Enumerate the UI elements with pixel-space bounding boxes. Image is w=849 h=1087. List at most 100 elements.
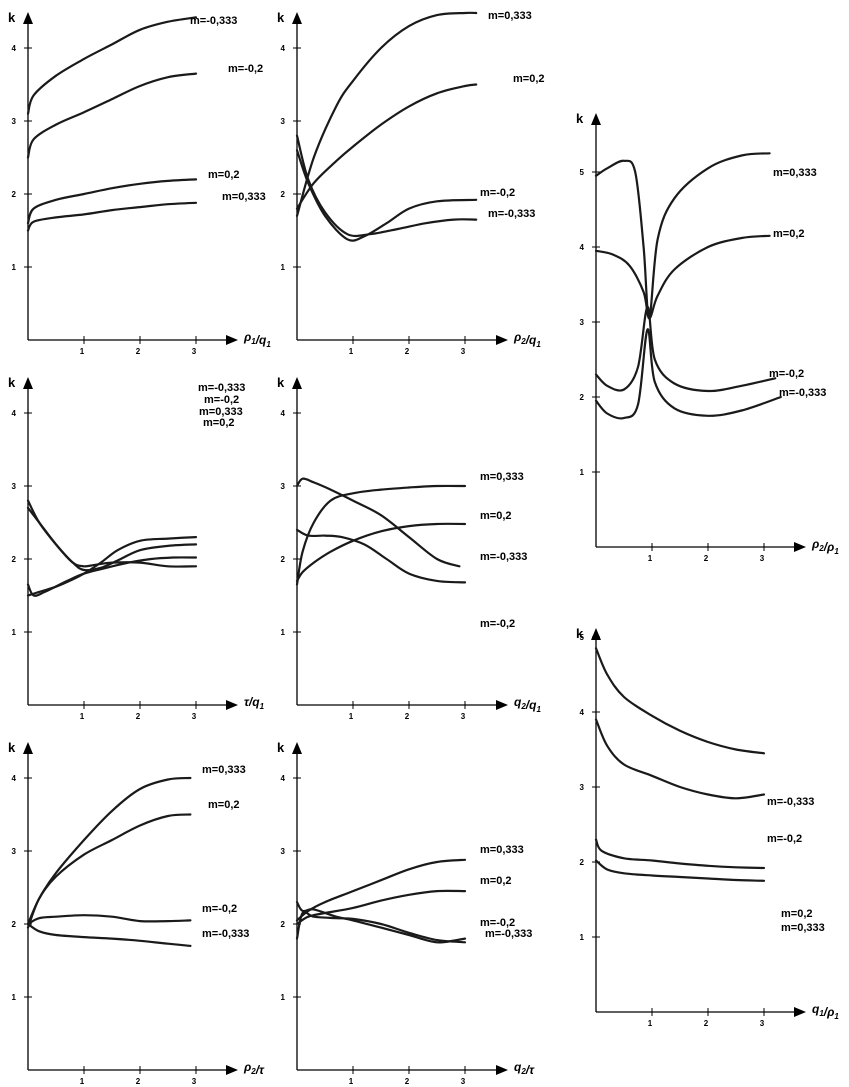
y-axis-label: k [277, 375, 285, 390]
y-tick-label: 5 [580, 633, 585, 642]
series-label: m=0,2 [203, 417, 235, 429]
x-tick-label: 2 [704, 554, 709, 563]
y-tick-label: 1 [12, 993, 17, 1002]
series-label: m=0,2 [208, 799, 240, 811]
series-label: m=-0,333 [488, 208, 535, 220]
y-axis-label: k [8, 375, 16, 390]
x-axis-arrow-icon [496, 335, 508, 345]
x-axis-label: ρ2/q1 [513, 330, 541, 349]
y-tick-label: 1 [281, 628, 286, 637]
chart-panel: k 1 2 3 4 1 2 3 q2/q1 m=0,333 m=0,2 m=-0,333 m=-0,2 [277, 375, 541, 721]
series-label: m=0,2 [513, 73, 545, 85]
y-tick-label: 2 [281, 920, 286, 929]
series-line [26, 536, 198, 597]
series-label: m=0,2 [781, 908, 813, 920]
series-label: m=-0,2 [480, 618, 515, 630]
x-tick-label: 3 [461, 1077, 466, 1086]
y-axis-arrow-icon [292, 742, 302, 754]
y-tick-label: 1 [12, 263, 17, 272]
y-tick-label: 1 [281, 993, 286, 1002]
y-axis-label: k [576, 111, 584, 126]
y-axis-arrow-icon [591, 113, 601, 125]
x-axis-label: τ/q1 [244, 695, 265, 711]
y-tick-label: 4 [281, 409, 286, 418]
series-line [26, 556, 198, 597]
x-tick-label: 3 [192, 347, 197, 356]
series-label: m=-0,333 [779, 387, 826, 399]
y-tick-label: 3 [580, 318, 585, 327]
x-tick-label: 1 [349, 1077, 354, 1086]
series-label: m=-0,333 [767, 796, 814, 808]
series-line [295, 910, 467, 944]
x-tick-label: 1 [80, 1077, 85, 1086]
y-tick-label: 3 [12, 117, 17, 126]
series-line [594, 859, 766, 882]
x-tick-label: 1 [80, 712, 85, 721]
y-axis-arrow-icon [23, 377, 33, 389]
y-tick-label: 1 [580, 468, 585, 477]
series-line [594, 647, 766, 755]
series-line [594, 328, 782, 420]
series-line [26, 499, 198, 572]
y-tick-label: 2 [12, 555, 17, 564]
y-tick-label: 4 [281, 774, 286, 783]
series-label: m=-0,2 [228, 63, 263, 75]
x-axis-arrow-icon [226, 700, 238, 710]
chart-panel: k 1 2 3 4 5 1 2 3 ρ2/ρ1 m=0,333 m=0,2 m=-0,2 m=-0,333 [576, 111, 839, 563]
x-axis-label: ρ2/τ [243, 1060, 265, 1077]
series-line [26, 813, 192, 929]
x-axis-arrow-icon [226, 1065, 238, 1075]
y-axis-arrow-icon [23, 12, 33, 24]
series-line [594, 152, 771, 320]
y-axis-label: k [277, 10, 285, 25]
series-label: m=0,2 [208, 169, 240, 181]
y-tick-label: 3 [12, 482, 17, 491]
chart-panel: k 1 2 3 4 1 2 3 ρ2/τ m=0,333 m=0,2 m=-0,2 m=-0,333 [8, 740, 265, 1086]
y-axis-arrow-icon [591, 628, 601, 640]
series-line [295, 83, 478, 210]
series-label: m=-0,333 [198, 382, 245, 394]
y-tick-label: 3 [281, 117, 286, 126]
series-label: m=-0,2 [769, 368, 804, 380]
x-axis-arrow-icon [794, 542, 806, 552]
x-tick-label: 3 [760, 1019, 765, 1028]
y-tick-label: 4 [580, 243, 585, 252]
x-axis-label: q2/τ [514, 1060, 535, 1077]
y-axis-label: k [8, 740, 16, 755]
series-line [594, 234, 771, 320]
series-label: m=-0,333 [202, 928, 249, 940]
series-label: m=0,333 [222, 191, 266, 203]
series-line [295, 522, 467, 582]
series-label: m=0,333 [480, 471, 524, 483]
x-axis-label: ρ2/ρ1 [811, 537, 839, 556]
y-tick-label: 2 [580, 393, 585, 402]
series-line [295, 528, 467, 584]
y-tick-label: 4 [12, 774, 17, 783]
series-line [295, 11, 478, 217]
x-axis-label: q1/ρ1 [812, 1002, 839, 1021]
series-line [295, 149, 478, 242]
y-axis-arrow-icon [292, 12, 302, 24]
series-line [26, 201, 198, 232]
series-label: m=-0,2 [480, 917, 515, 929]
series-line [26, 776, 192, 926]
x-tick-label: 3 [461, 712, 466, 721]
y-tick-label: 4 [12, 409, 17, 418]
series-label: m=0,2 [480, 510, 512, 522]
y-tick-label: 1 [580, 933, 585, 942]
x-axis-arrow-icon [226, 335, 238, 345]
series-label: m=0,333 [773, 167, 817, 179]
y-tick-label: 4 [580, 708, 585, 717]
y-tick-label: 4 [281, 44, 286, 53]
series-line [26, 506, 198, 568]
series-line [295, 477, 461, 568]
series-line [594, 305, 777, 393]
series-label: m=-0,333 [485, 928, 532, 940]
y-tick-label: 5 [580, 168, 585, 177]
series-label: m=-0,2 [767, 833, 802, 845]
x-tick-label: 3 [760, 554, 765, 563]
x-tick-label: 2 [405, 347, 410, 356]
y-tick-label: 3 [281, 847, 286, 856]
series-label: m=-0,333 [190, 15, 237, 27]
